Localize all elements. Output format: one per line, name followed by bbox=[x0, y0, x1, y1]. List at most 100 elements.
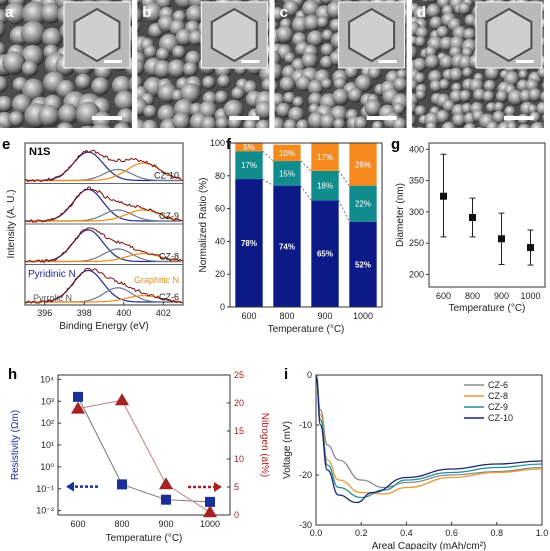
y-tick-label: 20 bbox=[215, 269, 225, 279]
panel-label-f: f bbox=[226, 136, 232, 153]
plot-frame bbox=[315, 374, 543, 526]
sem-particle bbox=[415, 89, 427, 101]
sem-particle bbox=[427, 0, 437, 3]
sem-particle bbox=[493, 101, 505, 113]
resistivity-point bbox=[205, 496, 215, 507]
sem-particle bbox=[536, 101, 544, 116]
sem-particle bbox=[283, 91, 296, 105]
sem-particle bbox=[91, 77, 110, 96]
sem-particle bbox=[483, 79, 497, 93]
sem-inset-hexagon bbox=[485, 7, 533, 63]
x-axis-title: Temperature (°C) bbox=[268, 324, 345, 335]
sem-particle bbox=[463, 28, 476, 42]
sem-particle bbox=[411, 45, 418, 61]
sem-particle bbox=[449, 128, 459, 130]
sem-particle bbox=[261, 77, 270, 93]
y-tick-label: 200 bbox=[409, 269, 424, 279]
sem-scalebar bbox=[92, 116, 122, 120]
sem-particle bbox=[542, 113, 544, 122]
legend-label: CZ-9 bbox=[488, 402, 508, 412]
sem-particle bbox=[4, 2, 27, 25]
sem-particle bbox=[295, 75, 312, 92]
sem-particle bbox=[111, 75, 132, 96]
sem-particle bbox=[255, 119, 270, 128]
series-label: CZ-6 bbox=[159, 292, 179, 302]
x-tick-label: 1.0 bbox=[536, 528, 549, 538]
sem-particle bbox=[372, 120, 384, 128]
sem-particle bbox=[319, 113, 337, 128]
x-tick-label: 0.6 bbox=[445, 528, 458, 538]
sem-particle bbox=[412, 57, 427, 73]
sem-particle bbox=[308, 92, 323, 108]
y-tick-label: -20 bbox=[299, 470, 312, 480]
sem-particle bbox=[393, 77, 407, 92]
data-point bbox=[498, 235, 505, 243]
x-tick-label: 0.2 bbox=[355, 528, 368, 538]
nitrogen-ratio-bar-chart: f78%17%5%60074%15%10%80065%18%17%90052%2… bbox=[198, 136, 383, 335]
y-left-tick-label: 10¹ bbox=[41, 440, 54, 450]
voltage-capacity-chart: i CZ-6CZ-8CZ-9CZ-10 0.0 0.2 0.4 0.6 0.8 1.0 0 -10… bbox=[282, 366, 549, 550]
x-tick-label: 900 bbox=[158, 519, 173, 529]
series-label: CZ-10 bbox=[154, 171, 179, 181]
sem-particle bbox=[175, 28, 193, 47]
sem-particle bbox=[504, 105, 516, 118]
nitrogen-point bbox=[203, 505, 217, 518]
sem-particle bbox=[75, 73, 92, 90]
sem-particle bbox=[0, 42, 6, 58]
sem-particle bbox=[303, 14, 321, 32]
y-axis-title: Normalized Ratio (%) bbox=[198, 177, 209, 272]
y-tick-label: -10 bbox=[299, 420, 312, 430]
sem-particle bbox=[21, 60, 39, 77]
sem-panel-b: b bbox=[137, 0, 270, 128]
y-axis-title: Intensity (A. U.) bbox=[6, 190, 17, 259]
sem-particle bbox=[367, 66, 382, 80]
data-point bbox=[469, 214, 476, 222]
data-point bbox=[440, 192, 447, 200]
sem-particle bbox=[435, 109, 450, 124]
sem-particle bbox=[137, 7, 143, 24]
sem-particle bbox=[414, 36, 427, 48]
bar-segment bbox=[235, 151, 263, 180]
x-tick-label: 600 bbox=[436, 291, 451, 301]
sem-particle bbox=[274, 7, 285, 22]
y-tick-label: 40 bbox=[215, 236, 225, 246]
sem-particle bbox=[411, 114, 417, 128]
x-tick-label: 800 bbox=[465, 291, 480, 301]
sem-particle bbox=[167, 59, 186, 79]
bar-segment bbox=[349, 221, 377, 307]
sem-particle bbox=[130, 29, 132, 40]
y-left-tick-label: 10⁴ bbox=[40, 374, 54, 384]
sem-particle bbox=[482, 90, 495, 103]
sem-particle bbox=[223, 99, 244, 121]
sem-particle bbox=[114, 90, 132, 112]
panel-label-i: i bbox=[284, 366, 288, 383]
sem-particle bbox=[141, 119, 159, 128]
sem-particle bbox=[153, 60, 172, 79]
sem-particle bbox=[492, 110, 506, 124]
x-tick-label: 1000 bbox=[353, 311, 373, 321]
measured-spectrum bbox=[24, 267, 184, 304]
x-tick-label: 0.4 bbox=[400, 528, 413, 538]
xps-n1s-chart: e CZ-10 CZ-9 CZ-8 CZ-6 N1S Pyridinic N Pyrrolic… bbox=[2, 136, 184, 332]
measured-spectrum bbox=[24, 149, 184, 183]
sem-particle bbox=[217, 74, 231, 89]
sem-particle bbox=[301, 52, 319, 69]
sem-images: a b c d bbox=[0, 0, 544, 130]
y-right-tick-label: 0 bbox=[234, 510, 239, 520]
chart-title: N1S bbox=[29, 146, 50, 158]
sem-particle bbox=[276, 102, 291, 118]
diameter-errorbar-chart: g 600 800 900 1000 200 250 300 350 400 Temperature… bbox=[391, 136, 546, 314]
sem-particle bbox=[2, 51, 26, 75]
x-axis-title: Binding Energy (eV) bbox=[59, 321, 149, 332]
sem-scalebar bbox=[366, 116, 397, 120]
connector-line bbox=[300, 185, 312, 201]
sem-particle bbox=[528, 88, 542, 102]
sem-particle bbox=[142, 2, 163, 23]
y-tick-label: 400 bbox=[409, 144, 424, 154]
sem-particle bbox=[91, 123, 111, 128]
resistivity-line bbox=[77, 396, 211, 503]
sem-particle bbox=[542, 81, 544, 90]
bar-data-label: 78% bbox=[241, 239, 257, 248]
resistivity-nitrogen-chart: h 10⁻² 10⁻¹ 10⁰ 10¹ 10² 10³ 10⁴ 0 5 10 15 20 25 600 800… bbox=[8, 366, 270, 544]
bar-data-label: 17% bbox=[241, 161, 257, 170]
